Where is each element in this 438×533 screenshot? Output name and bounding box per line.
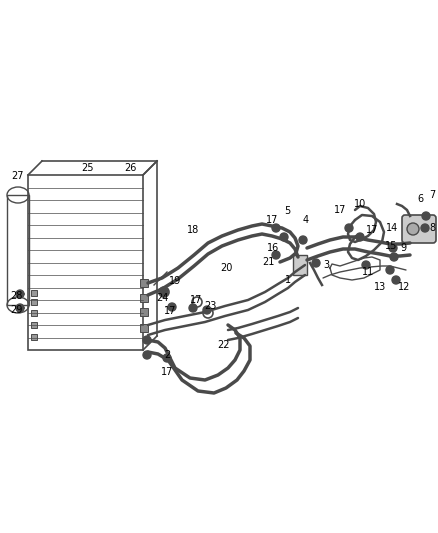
Text: 9: 9 xyxy=(400,243,406,253)
Circle shape xyxy=(362,261,370,269)
Circle shape xyxy=(189,304,197,312)
Text: 8: 8 xyxy=(429,223,435,233)
Text: 25: 25 xyxy=(82,163,94,173)
Bar xyxy=(140,324,148,332)
Bar xyxy=(140,308,148,316)
Circle shape xyxy=(143,351,151,359)
Text: 3: 3 xyxy=(323,260,329,270)
Text: 4: 4 xyxy=(303,215,309,225)
Text: 22: 22 xyxy=(217,340,229,350)
Circle shape xyxy=(272,251,280,259)
FancyBboxPatch shape xyxy=(402,215,436,243)
Text: 14: 14 xyxy=(386,223,398,233)
Circle shape xyxy=(163,354,171,362)
Text: 26: 26 xyxy=(124,163,136,173)
Text: 12: 12 xyxy=(398,282,410,292)
Text: 15: 15 xyxy=(385,241,397,251)
Text: 27: 27 xyxy=(12,171,24,181)
Circle shape xyxy=(356,233,364,241)
Text: 18: 18 xyxy=(187,225,199,235)
Bar xyxy=(7,195,29,305)
Circle shape xyxy=(386,266,394,274)
Circle shape xyxy=(345,224,353,232)
Text: 16: 16 xyxy=(267,243,279,253)
Text: 17: 17 xyxy=(266,215,278,225)
Text: 29: 29 xyxy=(10,305,22,315)
Bar xyxy=(31,299,37,305)
Text: 21: 21 xyxy=(262,257,274,267)
Circle shape xyxy=(422,212,430,220)
Text: 7: 7 xyxy=(429,190,435,200)
Bar xyxy=(293,255,307,275)
Circle shape xyxy=(392,276,400,284)
Text: 24: 24 xyxy=(156,293,168,303)
Circle shape xyxy=(203,306,211,314)
Text: 1: 1 xyxy=(285,275,291,285)
Circle shape xyxy=(299,236,307,244)
Bar xyxy=(31,334,37,340)
Text: 10: 10 xyxy=(354,199,366,209)
Bar xyxy=(31,322,37,328)
Text: 17: 17 xyxy=(161,367,173,377)
Bar xyxy=(140,279,148,287)
Circle shape xyxy=(407,223,419,235)
Circle shape xyxy=(280,233,288,241)
Circle shape xyxy=(421,224,429,232)
Circle shape xyxy=(389,244,397,252)
Bar xyxy=(31,290,37,296)
Circle shape xyxy=(160,288,168,296)
Text: 17: 17 xyxy=(164,306,176,316)
Circle shape xyxy=(390,253,398,261)
Text: 2: 2 xyxy=(164,350,170,360)
Text: 13: 13 xyxy=(374,282,386,292)
Text: 20: 20 xyxy=(220,263,232,273)
Text: 23: 23 xyxy=(204,301,216,311)
Circle shape xyxy=(143,336,151,344)
Text: 6: 6 xyxy=(417,194,423,204)
Text: 17: 17 xyxy=(366,225,378,235)
Text: 17: 17 xyxy=(190,295,202,305)
Circle shape xyxy=(16,290,24,298)
Text: 17: 17 xyxy=(334,205,346,215)
Circle shape xyxy=(16,304,24,312)
Circle shape xyxy=(168,303,176,311)
Bar xyxy=(140,294,148,302)
Text: 11: 11 xyxy=(362,267,374,277)
Circle shape xyxy=(272,224,280,232)
Bar xyxy=(31,310,37,316)
Text: 19: 19 xyxy=(169,276,181,286)
Circle shape xyxy=(312,259,320,267)
Text: 5: 5 xyxy=(284,206,290,216)
Bar xyxy=(28,175,143,350)
Text: 28: 28 xyxy=(10,291,22,301)
